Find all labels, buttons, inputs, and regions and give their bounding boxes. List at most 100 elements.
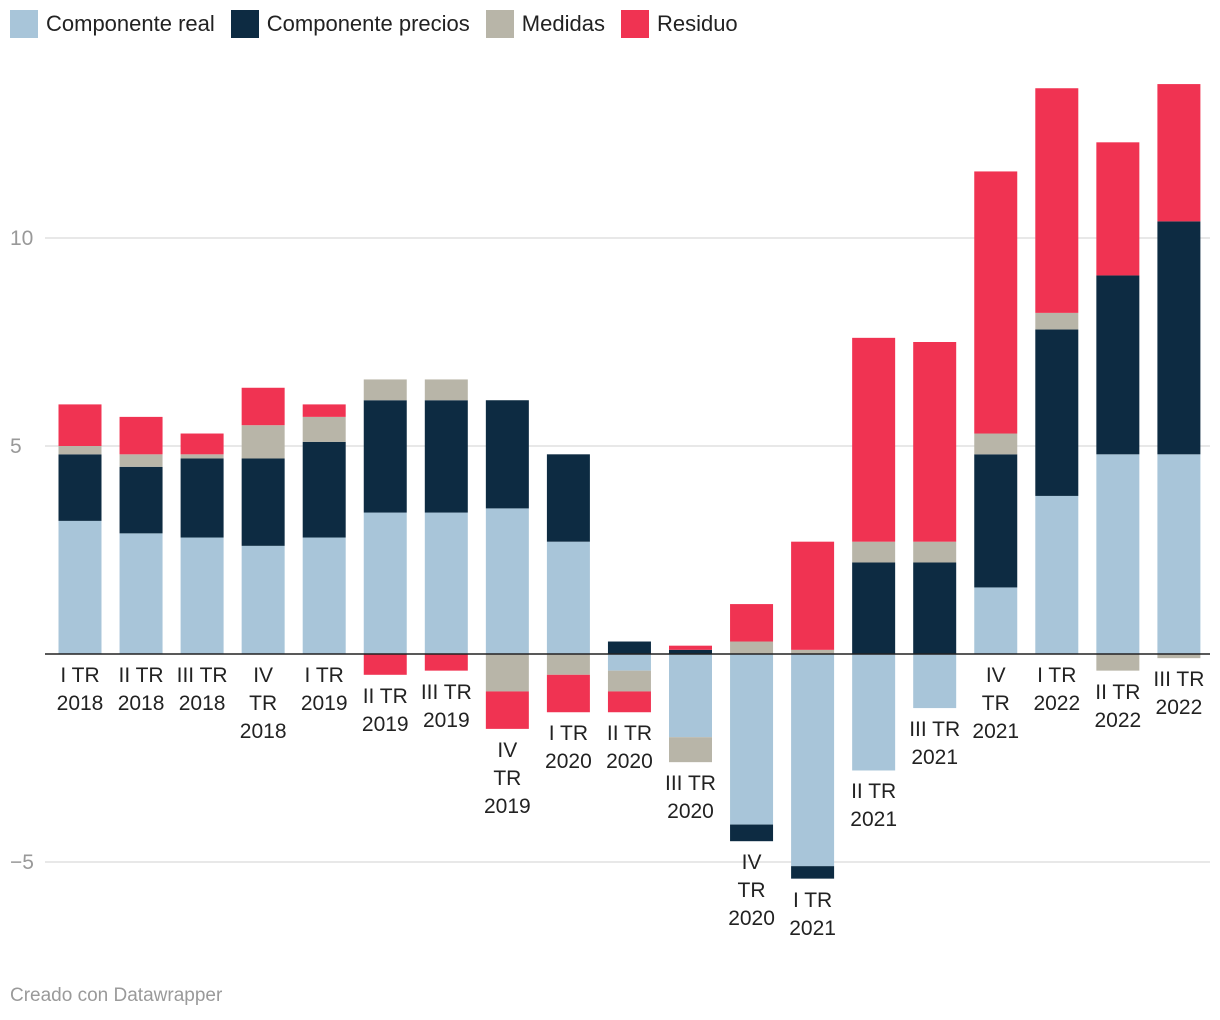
bar-segment-componente-real — [852, 654, 896, 771]
legend-label: Componente real — [46, 11, 215, 36]
bar-segment-residuo — [669, 645, 712, 650]
legend-label: Componente precios — [266, 11, 470, 36]
bar-segment-componente-real — [424, 512, 468, 654]
legend-swatch — [10, 10, 38, 38]
x-tick-label: II TR 2020 — [606, 722, 653, 774]
bar-segment-residuo — [1035, 88, 1079, 313]
bar-segment-medidas — [119, 454, 163, 467]
bar-segment-componente-real — [180, 537, 224, 654]
bar-segment-residuo — [730, 604, 774, 642]
bar-segment-componente-precios — [607, 641, 651, 654]
bar-segment-componente-real — [974, 587, 1018, 654]
legend-item: Medidas — [485, 10, 605, 38]
x-tick-label: IV TR 2021 — [972, 664, 1020, 743]
legend-label: Medidas — [521, 11, 605, 36]
x-tick-label: III TR 2020 — [665, 772, 716, 824]
bar-segment-componente-precios — [119, 466, 163, 534]
legend-swatch — [230, 10, 259, 38]
x-tick-label: IV TR 2019 — [483, 738, 531, 818]
x-tick-label: I TR 2020 — [545, 722, 592, 774]
bar-segment-componente-precios — [424, 400, 468, 513]
bar-segment-componente-precios — [1157, 221, 1201, 455]
bar-segment-medidas — [424, 379, 468, 401]
bar-segment-componente-real — [241, 545, 285, 654]
bar-segment-residuo — [913, 342, 957, 542]
x-tick-label: II TR 2019 — [361, 684, 409, 736]
x-tick-label: I TR 2021 — [789, 888, 836, 940]
bar-segment-componente-precios — [791, 866, 835, 879]
bar-segment-residuo — [302, 404, 346, 417]
x-tick-label: I TR 2018 — [56, 664, 104, 715]
bar-segment-componente-precios — [852, 562, 896, 654]
bar-segment-medidas — [730, 641, 774, 654]
x-tick-label: IV TR 2018 — [239, 664, 287, 743]
bar-segment-componente-precios — [730, 824, 774, 842]
legend-item: Componente precios — [230, 10, 470, 38]
x-tick-label: II TR 2022 — [1094, 680, 1142, 732]
bar-segment-residuo — [1096, 142, 1140, 276]
bar-segment-medidas — [241, 425, 285, 459]
bar-segment-residuo — [241, 387, 285, 426]
bar-segment-componente-real — [58, 520, 102, 654]
bar-segment-medidas — [546, 654, 590, 675]
bar-segment-residuo — [1157, 84, 1201, 222]
bar-segment-residuo — [974, 171, 1018, 434]
bar-segment-medidas — [485, 654, 529, 692]
bar-segment-medidas — [58, 446, 102, 455]
x-tick-label: II TR 2021 — [850, 780, 897, 832]
bar-segment-componente-real — [669, 654, 712, 738]
bar-segment-componente-precios — [1035, 329, 1079, 496]
bar-segment-componente-precios — [1096, 275, 1140, 455]
x-tick-label: III TR 2022 — [1153, 668, 1205, 720]
bar-segment-componente-real — [485, 508, 529, 654]
legend: Componente real Componente precios Medidas… — [10, 10, 738, 38]
bar-segment-residuo — [424, 654, 468, 671]
bar-segment-componente-real — [119, 533, 163, 654]
bar-segment-residuo — [363, 654, 407, 675]
bar-segment-componente-precios — [363, 400, 407, 513]
x-tick-label: I TR 2019 — [300, 664, 348, 715]
bar-segment-residuo — [119, 416, 163, 455]
legend-swatch — [620, 10, 649, 38]
x-tick-label: I TR 2022 — [1033, 664, 1081, 715]
bar-segment-medidas — [180, 454, 224, 459]
bar-segment-medidas — [974, 433, 1018, 455]
bar-segment-medidas — [852, 541, 896, 563]
bar-segment-componente-precios — [669, 649, 712, 654]
bar-segment-componente-precios — [913, 562, 957, 654]
bar-segment-medidas — [607, 670, 651, 692]
bar-segment-componente-precios — [58, 454, 102, 521]
bar-segment-medidas — [669, 737, 712, 763]
bar-segment-residuo — [58, 404, 102, 446]
y-tick-label: 10 — [10, 227, 33, 250]
bar-segment-residuo — [607, 691, 651, 713]
bar-segment-componente-real — [1096, 454, 1140, 654]
bar-segment-medidas — [1035, 312, 1079, 330]
bar-segment-componente-precios — [974, 454, 1018, 588]
legend-item: Componente real — [10, 10, 215, 38]
bar-segment-residuo — [791, 541, 835, 650]
bar-segment-componente-real — [1157, 454, 1201, 654]
bar-segment-componente-real — [363, 512, 407, 654]
bar-segment-medidas — [913, 541, 957, 563]
bar-segment-residuo — [852, 337, 896, 542]
y-tick-label: −5 — [10, 851, 34, 874]
bar-segment-componente-real — [791, 654, 835, 867]
legend-label: Residuo — [656, 11, 738, 36]
bar-segment-medidas — [302, 416, 346, 442]
bar-segment-componente-real — [546, 541, 590, 654]
bar-segment-componente-precios — [485, 400, 529, 509]
footer-credit: Creado con Datawrapper — [10, 985, 223, 1006]
bar-segment-componente-precios — [180, 458, 224, 538]
x-tick-label: III TR 2021 — [909, 718, 961, 770]
x-tick-label: II TR 2018 — [117, 664, 165, 715]
bar-segment-residuo — [546, 674, 590, 713]
legend-swatch — [485, 10, 514, 38]
x-tick-label: III TR 2018 — [176, 664, 228, 715]
bar-segment-componente-real — [913, 654, 957, 709]
bar-segment-componente-real — [302, 537, 346, 654]
bar-segment-componente-real — [730, 654, 774, 825]
bar-segment-medidas — [1096, 654, 1140, 671]
